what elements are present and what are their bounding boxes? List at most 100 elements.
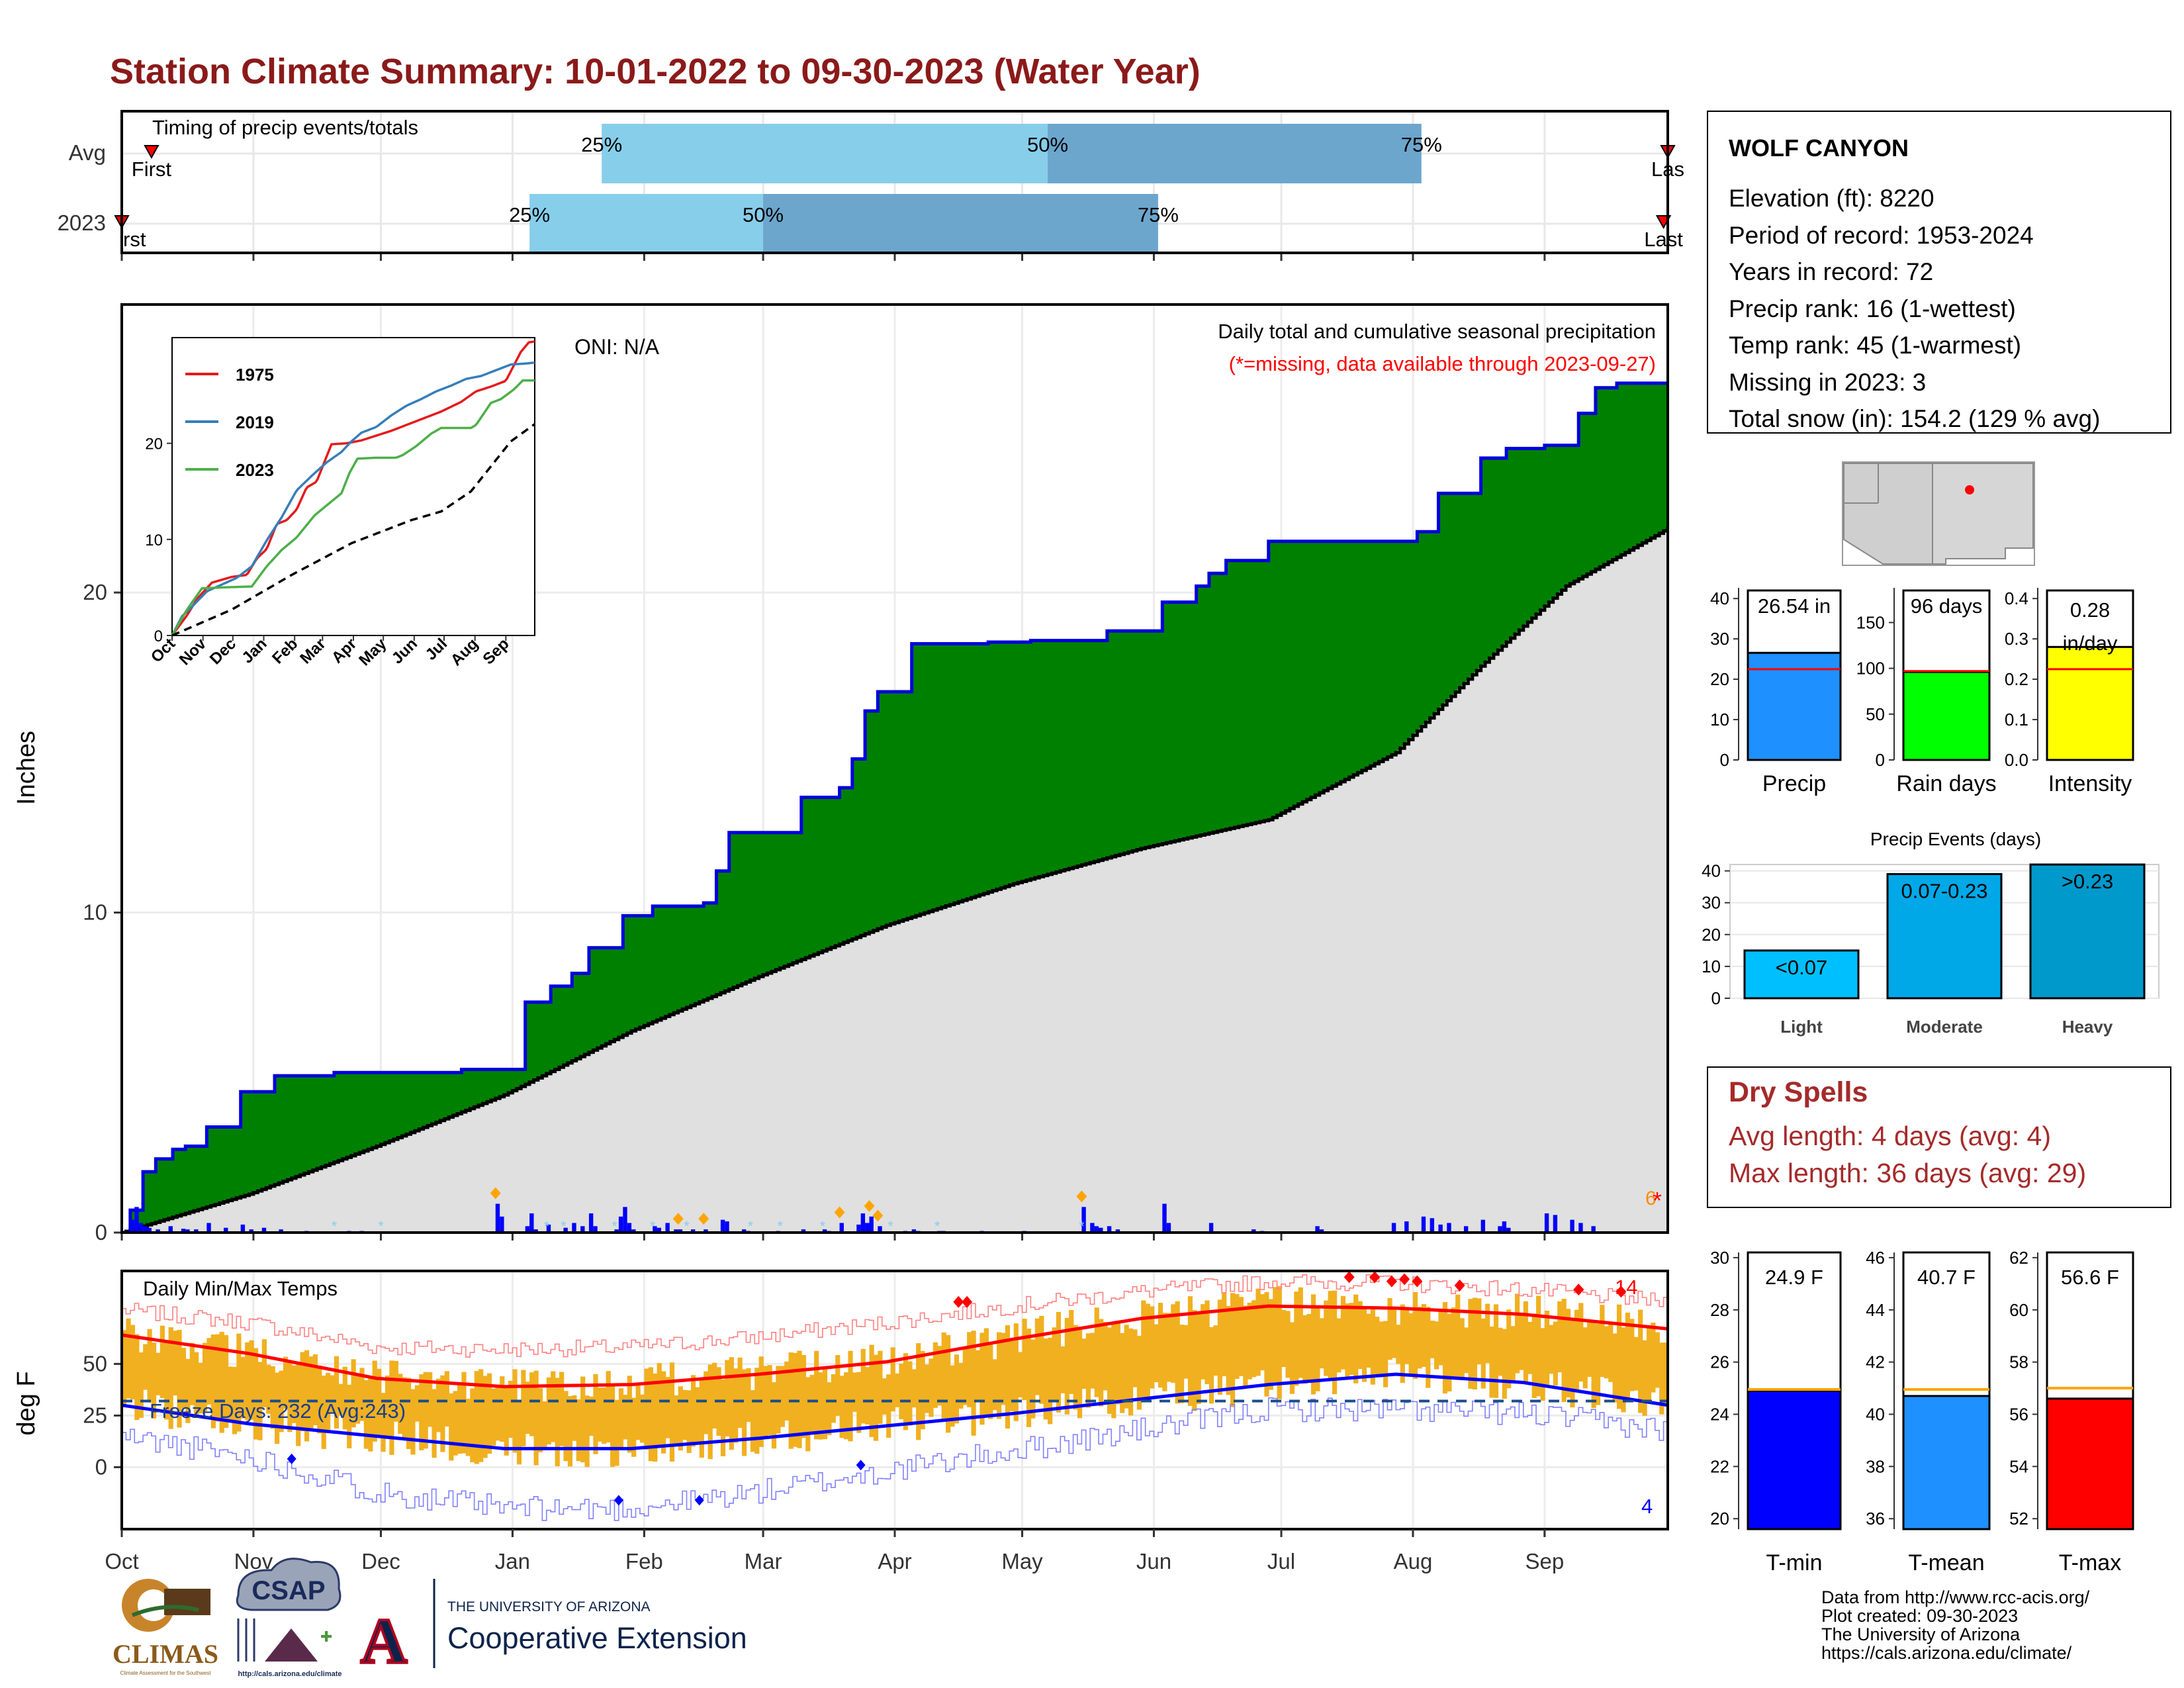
daily-precip-bar — [839, 1223, 844, 1233]
daily-precip-bar — [168, 1226, 173, 1233]
daily-temp-range-bar — [1553, 1321, 1558, 1385]
daily-temp-range-bar — [198, 1362, 203, 1414]
daily-temp-range-bar — [1655, 1332, 1660, 1388]
timing-bar-50-75-avg — [1048, 124, 1422, 183]
daily-temp-range-bar — [584, 1395, 590, 1468]
daily-temp-range-bar — [500, 1376, 505, 1442]
daily-temp-range-bar — [567, 1396, 573, 1467]
daily-temp-range-bar — [890, 1347, 895, 1412]
daily-temp-range-bar — [1111, 1323, 1116, 1419]
daily-precip-bar — [865, 1223, 870, 1233]
daily-temp-range-bar — [763, 1366, 768, 1437]
daily-temp-range-bar — [1034, 1318, 1040, 1395]
daily-temp-range-bar — [1073, 1325, 1078, 1410]
daily-precip-bar — [495, 1203, 500, 1233]
daily-temp-range-bar — [1514, 1293, 1520, 1374]
daily-temp-range-bar — [661, 1371, 666, 1454]
temp-summary-bar-t-mean — [1902, 1395, 1991, 1530]
daily-temp-range-bar — [377, 1368, 382, 1436]
daily-temp-range-bar — [975, 1350, 981, 1401]
precip-y-tick-label: 10 — [83, 900, 107, 925]
daily-temp-range-bar — [1447, 1313, 1452, 1391]
daily-temp-range-bar — [449, 1393, 454, 1461]
heavy-event-marker — [1076, 1190, 1087, 1203]
arizona-a-icon: A — [361, 1606, 408, 1677]
daily-temp-range-bar — [1629, 1319, 1635, 1391]
daily-temp-range-bar — [219, 1331, 224, 1433]
temp-summary-y-tick-label: 58 — [2009, 1352, 2028, 1372]
month-label: Oct — [105, 1549, 138, 1573]
station-info-box: WOLF CANYON Elevation (ft): 8220 Period … — [1707, 111, 2171, 434]
timing-label-25: 25% — [509, 203, 550, 226]
timing-bar-25-50-avg — [602, 124, 1048, 183]
daily-temp-range-bar — [1510, 1326, 1516, 1383]
daily-temp-range-bar — [1319, 1318, 1324, 1369]
temp-summary-y-tick-label: 44 — [1866, 1300, 1885, 1320]
daily-precip-bar — [181, 1229, 186, 1233]
daily-temp-range-bar — [627, 1376, 632, 1453]
month-label: Jun — [1136, 1549, 1171, 1573]
university-of-arizona-logo: A THE UNIVERSITY OF ARIZONA Cooperative … — [359, 1579, 747, 1679]
daily-precip-bar — [665, 1223, 670, 1233]
daily-precip-bar — [1251, 1229, 1256, 1233]
daily-temp-range-bar — [304, 1350, 310, 1442]
ua-name: THE UNIVERSITY OF ARIZONA — [447, 1599, 651, 1615]
daily-temp-range-bar — [330, 1375, 335, 1414]
footer-line-1: Data from http://www.rcc-acis.org/ — [1821, 1587, 2090, 1607]
daily-temp-range-bar — [1375, 1317, 1380, 1378]
daily-temp-range-bar — [1357, 1301, 1363, 1370]
summary-value-label: 0.28 — [2070, 598, 2110, 622]
daily-precip-bar — [1315, 1226, 1320, 1233]
station-years: Years in record: 72 — [1729, 258, 1933, 285]
daily-temp-range-bar — [266, 1364, 271, 1414]
daily-temp-range-bar — [1183, 1325, 1189, 1379]
daily-temp-range-bar — [843, 1372, 849, 1440]
month-axis: Oct Nov Dec Jan Feb Mar Apr May Jun Jul Aug Sep — [105, 1529, 1564, 1573]
daily-temp-range-bar — [206, 1338, 212, 1405]
daily-temp-range-bar — [194, 1352, 199, 1415]
daily-temp-range-bar — [1013, 1323, 1019, 1421]
daily-temp-range-bar — [1383, 1321, 1388, 1387]
daily-temp-range-bar — [1421, 1303, 1426, 1367]
month-label: May — [1001, 1549, 1043, 1573]
daily-temp-range-bar — [168, 1327, 173, 1429]
daily-temp-range-bar — [419, 1374, 424, 1450]
daily-temp-range-bar — [359, 1368, 365, 1421]
daily-temp-range-bar — [1502, 1329, 1507, 1399]
daily-temp-range-bar — [801, 1355, 807, 1438]
daily-temp-range-bar — [1498, 1327, 1503, 1376]
daily-temp-range-bar — [1396, 1325, 1401, 1364]
daily-precip-bar — [185, 1229, 190, 1233]
daily-temp-range-bar — [1625, 1312, 1631, 1399]
inset-line-2023 — [171, 379, 535, 636]
timing-row-label-2023: 2023 — [58, 211, 106, 235]
events-category-label: Light — [1780, 1017, 1823, 1037]
record-max-marker — [953, 1295, 964, 1308]
daily-temp-range-bar — [402, 1377, 407, 1440]
temp-summary-y-tick-label: 40 — [1866, 1404, 1885, 1424]
daily-temp-range-bar — [1379, 1321, 1384, 1378]
record-max-marker — [1369, 1271, 1381, 1284]
daily-temp-range-bar — [181, 1348, 187, 1409]
month-label: Jul — [1267, 1549, 1295, 1573]
events-y-tick-label: 0 — [1711, 988, 1721, 1008]
daily-temp-range-bar — [529, 1372, 535, 1436]
daily-temp-range-bar — [296, 1364, 301, 1446]
daily-temp-range-bar — [1595, 1323, 1601, 1405]
daily-precip-bar — [1391, 1223, 1396, 1233]
daily-temp-range-bar — [1243, 1305, 1248, 1389]
daily-temp-range-bar — [1094, 1307, 1099, 1397]
station-temp-rank: Temp rank: 45 (1-warmest) — [1729, 332, 2021, 359]
daily-temp-range-bar — [593, 1374, 598, 1454]
daily-precip-bar — [674, 1229, 678, 1233]
daily-temp-range-bar — [623, 1395, 628, 1440]
daily-temp-range-bar — [669, 1362, 675, 1462]
daily-precip-bar — [618, 1216, 623, 1233]
temp-summary-value-label: 24.9 F — [1765, 1266, 1823, 1289]
daily-precip-bar — [1570, 1219, 1574, 1233]
daily-temp-range-bar — [1192, 1310, 1197, 1411]
daily-temp-range-bar — [933, 1342, 938, 1408]
temp-summary-y-tick-label: 36 — [1866, 1509, 1885, 1528]
record-max-marker — [1573, 1284, 1584, 1296]
